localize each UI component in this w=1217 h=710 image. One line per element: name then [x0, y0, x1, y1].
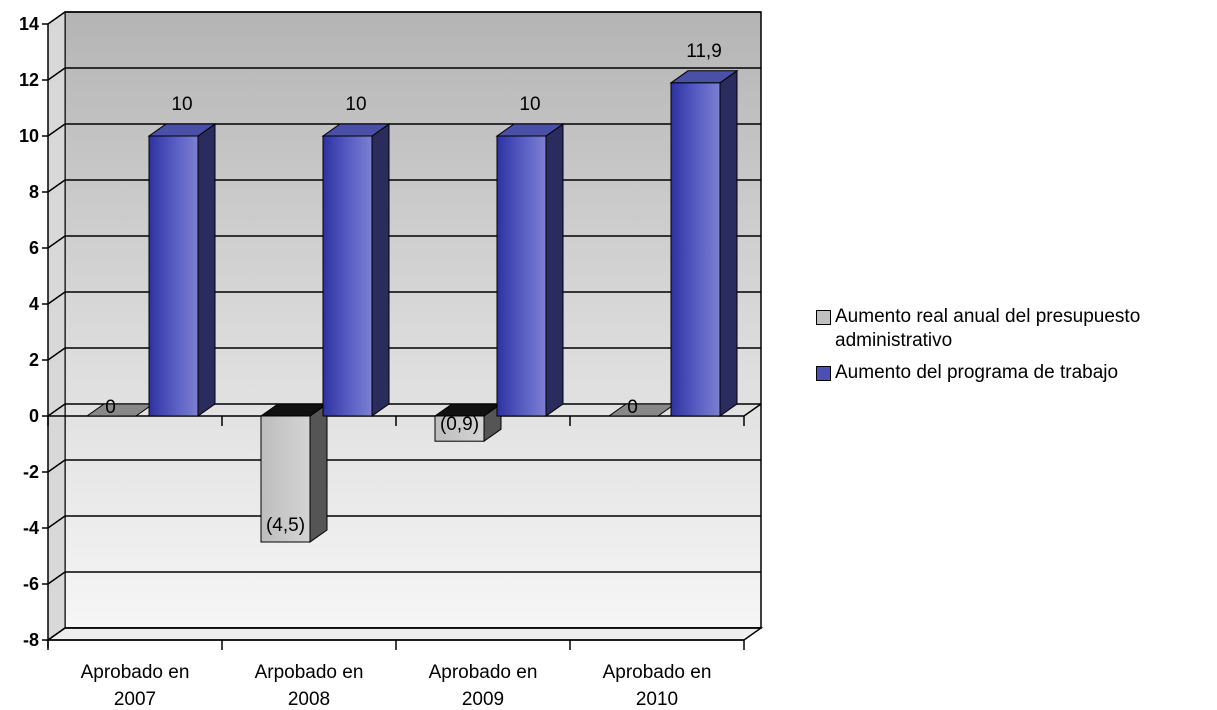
- y-tick-label: 10: [19, 126, 39, 146]
- gridline-depth: [47, 67, 66, 81]
- legend-label-admin-budget: Aumento real anual del presupuesto admin…: [835, 306, 1141, 351]
- bar-side: [309, 403, 328, 543]
- bars: [85, 69, 739, 543]
- gridline-depth: [47, 571, 66, 585]
- bar-0-1: [259, 403, 329, 543]
- gridline-depth: [47, 123, 66, 137]
- y-tick-label: 0: [29, 406, 39, 426]
- bar-side: [545, 123, 564, 417]
- y-tick-label: 2: [29, 350, 39, 370]
- floor: [45, 627, 764, 641]
- category-label: Aprobado en: [603, 662, 712, 683]
- legend-label-work-program: Aumento del programa de trabajo: [835, 362, 1119, 383]
- legend-item-admin-budget: Aumento real anual del presupuesto admin…: [816, 305, 1216, 353]
- bar-top: [495, 123, 565, 137]
- bar-side: [197, 123, 216, 417]
- gridline-depth: [47, 627, 66, 641]
- gridline-depth: [47, 235, 66, 249]
- data-label: 0: [105, 397, 116, 418]
- data-label: (0,9): [440, 414, 479, 435]
- data-label: 10: [519, 94, 540, 115]
- gridline-depth: [47, 179, 66, 193]
- category-label: Aprobado en: [429, 662, 538, 683]
- gridline-depth: [47, 11, 66, 25]
- gridline-depth: [47, 291, 66, 305]
- gridline-depth: [47, 459, 66, 473]
- y-tick-label: 8: [29, 182, 39, 202]
- data-label: 10: [171, 94, 192, 115]
- data-labels: 0 (4,5) (0,9) 0 10 10 10 11,9: [105, 41, 722, 536]
- y-tick-labels: 14 12 10 8 6 4 2 0 -2 -4 -6 -8: [19, 14, 39, 650]
- gridline-depth: [47, 515, 66, 529]
- y-tick-label: 12: [19, 70, 39, 90]
- data-label: 10: [345, 94, 366, 115]
- category-label: 2009: [462, 689, 504, 710]
- bar-front: [496, 135, 547, 417]
- bar-front: [260, 415, 311, 543]
- gridline-depth: [47, 347, 66, 361]
- bar-1-1: [321, 123, 391, 417]
- category-label: 2010: [636, 689, 678, 710]
- y-tick-label: 14: [19, 14, 39, 34]
- legend-item-work-program: Aumento del programa de trabajo: [816, 361, 1216, 385]
- side-wall: [47, 11, 66, 641]
- bar-front: [322, 135, 373, 417]
- data-label: (4,5): [266, 515, 305, 536]
- gridline-depth: [47, 403, 66, 417]
- category-labels: Aprobado en 2007 Arpobado en 2008 Aprobado e…: [81, 662, 712, 710]
- x-axis-zero-depth: [743, 403, 762, 417]
- bar-1-3: [669, 69, 739, 417]
- bar-front: [148, 135, 199, 417]
- bar-top: [669, 70, 739, 84]
- bar-side: [719, 69, 738, 417]
- y-tick-label: -4: [23, 518, 39, 538]
- legend: Aumento real anual del presupuesto admin…: [816, 305, 1216, 393]
- category-label: 2008: [288, 689, 330, 710]
- bar-side: [371, 123, 390, 417]
- y-tick-label: 4: [29, 294, 39, 314]
- legend-swatch-gray: [816, 310, 831, 325]
- data-label: 11,9: [686, 41, 722, 62]
- y-tick-label: 6: [29, 238, 39, 258]
- bar-front: [670, 82, 721, 417]
- y-tick-label: -2: [23, 462, 39, 482]
- category-label: 2007: [114, 689, 156, 710]
- y-tick-label: -6: [23, 574, 39, 594]
- category-label: Aprobado en: [81, 662, 190, 683]
- category-label: Arpobado en: [255, 662, 364, 683]
- y-tick-label: -8: [23, 630, 39, 650]
- bar-top: [321, 123, 391, 137]
- legend-swatch-blue: [816, 366, 831, 381]
- bar-1-2: [495, 123, 565, 417]
- bar-1-0: [147, 123, 217, 417]
- data-label: 0: [627, 397, 638, 418]
- bar-top: [147, 123, 217, 137]
